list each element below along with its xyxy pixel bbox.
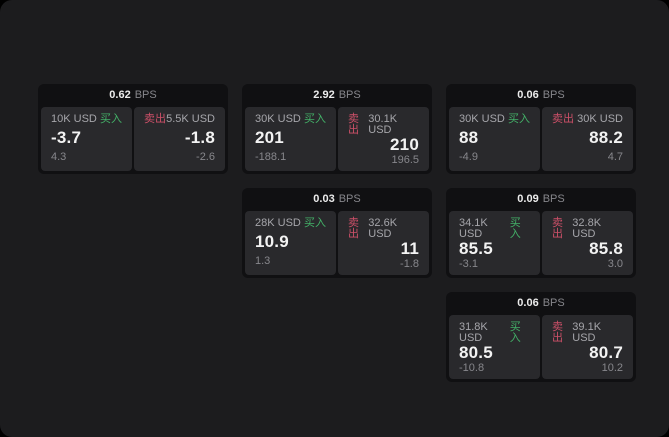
quote-card: 0.06 BPS 30K USD 买入 88 -4.9 卖出 30K USD 8…: [446, 84, 636, 174]
spread-header: 2.92 BPS: [242, 84, 432, 107]
buy-amount: 34.1K USD: [459, 217, 488, 240]
buy-side-label: 买入: [509, 321, 521, 344]
sell-amount: 5.5K USD: [166, 113, 215, 125]
sell-amount: 30.1K USD: [368, 113, 398, 136]
sell-amount: 30K USD: [577, 113, 623, 125]
quote-card: 0.09 BPS 34.1K USD 买入 85.5 -3.1 卖出 32.8K…: [446, 188, 636, 278]
buy-price: -3.7: [51, 128, 82, 148]
sell-price: 88.2: [589, 128, 623, 148]
sell-price: 85.8: [589, 239, 623, 258]
sell-amount: 32.6K USD: [368, 217, 398, 240]
quote-card: 0.62 BPS 10K USD 买入 -3.7 4.3 卖出 5.5K USD…: [38, 84, 228, 174]
spread-header: 0.06 BPS: [446, 84, 636, 107]
sell-side-label: 卖出: [552, 321, 563, 344]
sell-change: 3.0: [607, 257, 623, 270]
buy-change: 4.3: [51, 151, 67, 163]
quote-card: 2.92 BPS 30K USD 买入 201 -188.1 卖出 30.1K …: [242, 84, 432, 174]
spread-header: 0.03 BPS: [242, 188, 432, 211]
sell-side-label: 卖出: [144, 113, 166, 125]
spread-header: 0.62 BPS: [38, 84, 228, 107]
buy-amount: 10K USD: [51, 113, 97, 125]
buy-price: 88: [459, 128, 479, 148]
buy-amount: 31.8K USD: [459, 321, 488, 344]
sell-side-label: 卖出: [552, 113, 574, 125]
sell-price: -1.8: [184, 128, 215, 148]
spread-header: 0.09 BPS: [446, 188, 636, 211]
spread-value: 0.06: [517, 297, 539, 309]
buy-price: 80.5: [459, 343, 493, 362]
sell-quote-panel[interactable]: 卖出 30K USD 88.2 4.7: [542, 107, 633, 171]
buy-change: 1.3: [255, 255, 271, 267]
buy-price: 10.9: [255, 232, 289, 252]
sell-amount: 32.8K USD: [572, 217, 602, 240]
buy-change: -3.1: [459, 257, 478, 270]
buy-amount: 30K USD: [255, 113, 301, 125]
bps-unit-label: BPS: [338, 193, 361, 205]
sell-change: 196.5: [391, 153, 419, 166]
sell-side-label: 卖出: [552, 217, 563, 240]
buy-side-label: 买入: [509, 217, 521, 240]
buy-change: -10.8: [459, 361, 485, 374]
buy-side-label: 买入: [304, 113, 326, 125]
bps-unit-label: BPS: [542, 297, 565, 309]
sell-side-label: 卖出: [348, 217, 359, 240]
sell-price: 210: [390, 135, 419, 154]
buy-change: -188.1: [255, 151, 287, 163]
bps-unit-label: BPS: [542, 193, 565, 205]
buy-side-label: 买入: [508, 113, 530, 125]
buy-quote-panel[interactable]: 10K USD 买入 -3.7 4.3: [41, 107, 132, 171]
sell-quote-panel[interactable]: 卖出 30.1K USD 210 196.5: [338, 107, 429, 171]
buy-quote-panel[interactable]: 28K USD 买入 10.9 1.3: [245, 211, 336, 275]
buy-quote-panel[interactable]: 30K USD 买入 201 -188.1: [245, 107, 336, 171]
spread-value: 0.06: [517, 89, 539, 101]
buy-change: -4.9: [459, 151, 478, 163]
sell-amount: 39.1K USD: [572, 321, 602, 344]
bps-unit-label: BPS: [134, 89, 157, 101]
spread-value: 0.03: [313, 193, 335, 205]
buy-side-label: 买入: [100, 113, 122, 125]
buy-amount: 30K USD: [459, 113, 505, 125]
sell-price: 11: [400, 239, 419, 258]
quote-card: 0.03 BPS 28K USD 买入 10.9 1.3 卖出 32.6K US…: [242, 188, 432, 278]
buy-amount: 28K USD: [255, 217, 301, 229]
sell-quote-panel[interactable]: 卖出 32.8K USD 85.8 3.0: [542, 211, 633, 275]
spread-value: 2.92: [313, 89, 335, 101]
sell-quote-panel[interactable]: 卖出 39.1K USD 80.7 10.2: [542, 315, 633, 379]
sell-quote-panel[interactable]: 卖出 5.5K USD -1.8 -2.6: [134, 107, 225, 171]
sell-side-label: 卖出: [348, 113, 359, 136]
spread-value: 0.62: [109, 89, 131, 101]
buy-side-label: 买入: [304, 217, 326, 229]
buy-quote-panel[interactable]: 30K USD 买入 88 -4.9: [449, 107, 540, 171]
sell-change: -2.6: [196, 151, 215, 163]
buy-price: 85.5: [459, 239, 493, 258]
quote-card: 0.06 BPS 31.8K USD 买入 80.5 -10.8 卖出 39.1…: [446, 292, 636, 382]
bps-unit-label: BPS: [338, 89, 361, 101]
spread-header: 0.06 BPS: [446, 292, 636, 315]
sell-change: 4.7: [607, 151, 623, 163]
sell-change: -1.8: [400, 257, 419, 270]
buy-quote-panel[interactable]: 31.8K USD 买入 80.5 -10.8: [449, 315, 540, 379]
bps-unit-label: BPS: [542, 89, 565, 101]
sell-change: 10.2: [601, 361, 623, 374]
spread-value: 0.09: [517, 193, 539, 205]
sell-quote-panel[interactable]: 卖出 32.6K USD 11 -1.8: [338, 211, 429, 275]
sell-price: 80.7: [589, 343, 623, 362]
buy-price: 201: [255, 128, 284, 148]
buy-quote-panel[interactable]: 34.1K USD 买入 85.5 -3.1: [449, 211, 540, 275]
